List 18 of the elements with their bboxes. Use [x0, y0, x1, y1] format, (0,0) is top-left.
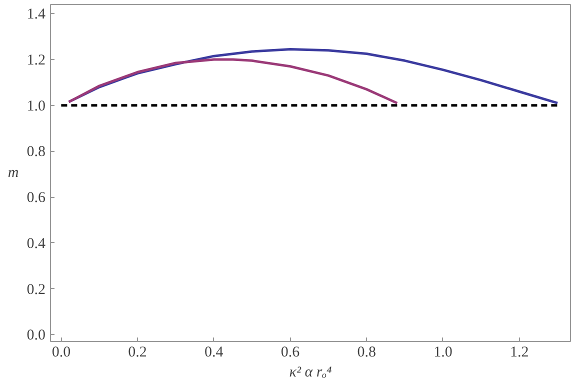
y-tick-label: 0.6 [26, 190, 46, 206]
x-tick-label: 0.4 [204, 344, 224, 360]
y-tick-label: 1.4 [26, 6, 46, 23]
x-tick-label: 0.8 [357, 344, 376, 360]
x-tick-label: 0.6 [280, 344, 300, 360]
line-series [68, 58, 398, 104]
y-tick-label: 1.0 [26, 98, 46, 114]
y-axis-title: m [8, 165, 19, 181]
y-tick-label: 0.2 [26, 282, 46, 298]
x-tick-label: 0.0 [52, 344, 71, 360]
x-tick-label: 0.2 [128, 344, 147, 360]
y-tick-label: 0.8 [26, 144, 46, 160]
x-tick-label: 1.2 [510, 344, 529, 360]
x-tick-label: 1.0 [434, 344, 452, 360]
y-tick-label: 1.2 [26, 52, 46, 69]
y-tick-label: 0.0 [26, 328, 46, 344]
y-tick-label: 0.4 [26, 236, 46, 252]
x-axis-title: κ² α rₒ⁴ [289, 364, 332, 380]
